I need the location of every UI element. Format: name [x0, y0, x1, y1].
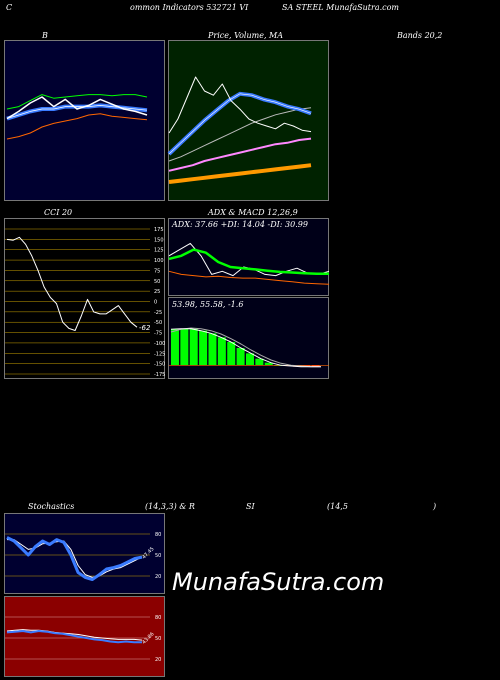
- rsi-signal-line: [6, 629, 143, 641]
- macd-histogram-bar: [264, 362, 273, 366]
- price-chart: [167, 76, 312, 184]
- header-c: C: [6, 3, 13, 12]
- price-title: Price, Volume, MA: [208, 31, 284, 40]
- stoch-tick-label: 80: [155, 532, 161, 538]
- macd-histogram-bar: [199, 330, 208, 366]
- rsi-title: SI: [246, 502, 255, 511]
- adx-line: [168, 248, 329, 276]
- rsi-tick-label: 80: [155, 615, 161, 621]
- cci-tick-label: -175: [154, 372, 165, 378]
- adx-plus-di: [168, 270, 330, 285]
- stoch-last-label: 47.45: [141, 546, 155, 560]
- macd-legend: 53.98, 55.58, -1.6: [172, 300, 244, 309]
- cci-tick-label: -125: [154, 351, 165, 357]
- cci-tick-label: 50: [154, 279, 160, 285]
- adx-minus-di: [168, 242, 330, 277]
- ma-orange-line: [168, 163, 312, 184]
- macd-histogram-bar: [208, 333, 217, 366]
- macd-histogram-bar: [217, 337, 226, 366]
- cci-tick-label: 75: [154, 268, 160, 274]
- cci-last-label: -62: [139, 324, 151, 332]
- stoch-main-line: [6, 536, 143, 581]
- macd-histogram-bar: [246, 353, 254, 366]
- ma-blue-highlight: [168, 93, 312, 155]
- macd-histogram-bar: [189, 328, 198, 366]
- macd-chart: [169, 327, 329, 368]
- cci-tick-label: -150: [154, 362, 165, 368]
- adx-chart: [168, 242, 330, 285]
- cci-tick-label: 125: [154, 248, 164, 254]
- adx-panel: ADX: 37.66 +DI: 14.04 -DI: 30.99: [168, 218, 330, 296]
- header-title: ommon Indicators 532721 VI: [130, 3, 249, 12]
- macd-signal-line: [170, 327, 321, 368]
- header-site: SA STEEL MunafaSutra.com: [282, 3, 400, 12]
- watermark: MunafaSutra.com: [172, 568, 385, 596]
- bb-price-line: [6, 96, 148, 120]
- rsi-tick-label: 50: [155, 636, 161, 642]
- rsi-main-line: [6, 630, 142, 644]
- bb-middle-highlight: [6, 105, 148, 119]
- rsi-panel: 80 50 20 43.86: [4, 596, 165, 677]
- macd-histogram-bar: [171, 329, 179, 366]
- macd-panel: 53.98, 55.58, -1.6: [168, 297, 329, 379]
- price-line: [168, 76, 312, 134]
- rsi-tick-label: 20: [155, 657, 161, 663]
- cci-tick-label: 25: [154, 289, 160, 295]
- bb-upper-band: [6, 94, 148, 110]
- bbands-chart: [6, 94, 148, 140]
- cci-tick-label: -50: [154, 320, 162, 326]
- cci-tick-label: -25: [154, 310, 162, 316]
- macd-histogram-bar: [236, 348, 245, 366]
- rsi-last-label: 43.86: [141, 631, 155, 645]
- bbands-title: B: [42, 31, 48, 40]
- macd-line: [170, 328, 321, 368]
- stoch-tick-label: 50: [155, 553, 161, 559]
- cci-tick-label: 0: [154, 300, 157, 306]
- cci-chart: 175 150 125 100 75 50 25 0 -25 -50 -75 -100 -125 -150…: [5, 227, 165, 378]
- price-panel: [167, 40, 329, 201]
- rsi-close-paren: ): [433, 502, 437, 511]
- cci-line: [6, 236, 138, 331]
- cci-tick-label: 150: [154, 237, 164, 243]
- stoch-panel: 80 50 20 47.45: [4, 513, 165, 594]
- stoch-tick-label: 20: [155, 574, 161, 580]
- stoch-title: Stochastics: [28, 502, 75, 511]
- stoch-signal-line: [7, 539, 143, 578]
- adx-legend: ADX: 37.66 +DI: 14.04 -DI: 30.99: [172, 220, 308, 229]
- cci-panel: 175 150 125 100 75 50 25 0 -25 -50 -75 -100 -125 -150…: [4, 218, 165, 379]
- rsi-params: (14,5: [327, 502, 348, 511]
- bands-title: Bands 20,2: [397, 31, 443, 40]
- cci-tick-label: 100: [154, 258, 164, 264]
- bb-lower-band: [6, 113, 148, 140]
- ma-grey-line: [168, 107, 312, 162]
- ma-blue-line: [167, 91, 312, 156]
- macd-histogram-bar: [311, 365, 320, 367]
- cci-tick-label: -75: [154, 331, 162, 337]
- cci-tick-label: 175: [154, 227, 164, 233]
- ma-pink-line: [168, 137, 312, 172]
- macd-histogram-bar: [227, 342, 236, 366]
- stoch-chart: 80 50 20 47.45: [5, 532, 161, 581]
- macd-histogram-bar: [255, 358, 264, 366]
- bbands-panel: [4, 40, 165, 201]
- stoch-params: (14,3,3) & R: [145, 502, 195, 511]
- macd-histogram-bar: [180, 328, 189, 366]
- cci-title: CCI 20: [44, 208, 73, 217]
- cci-tick-label: -100: [154, 341, 165, 347]
- adx-title: ADX & MACD 12,26,9: [208, 208, 298, 217]
- rsi-chart: 80 50 20 43.86: [5, 615, 161, 663]
